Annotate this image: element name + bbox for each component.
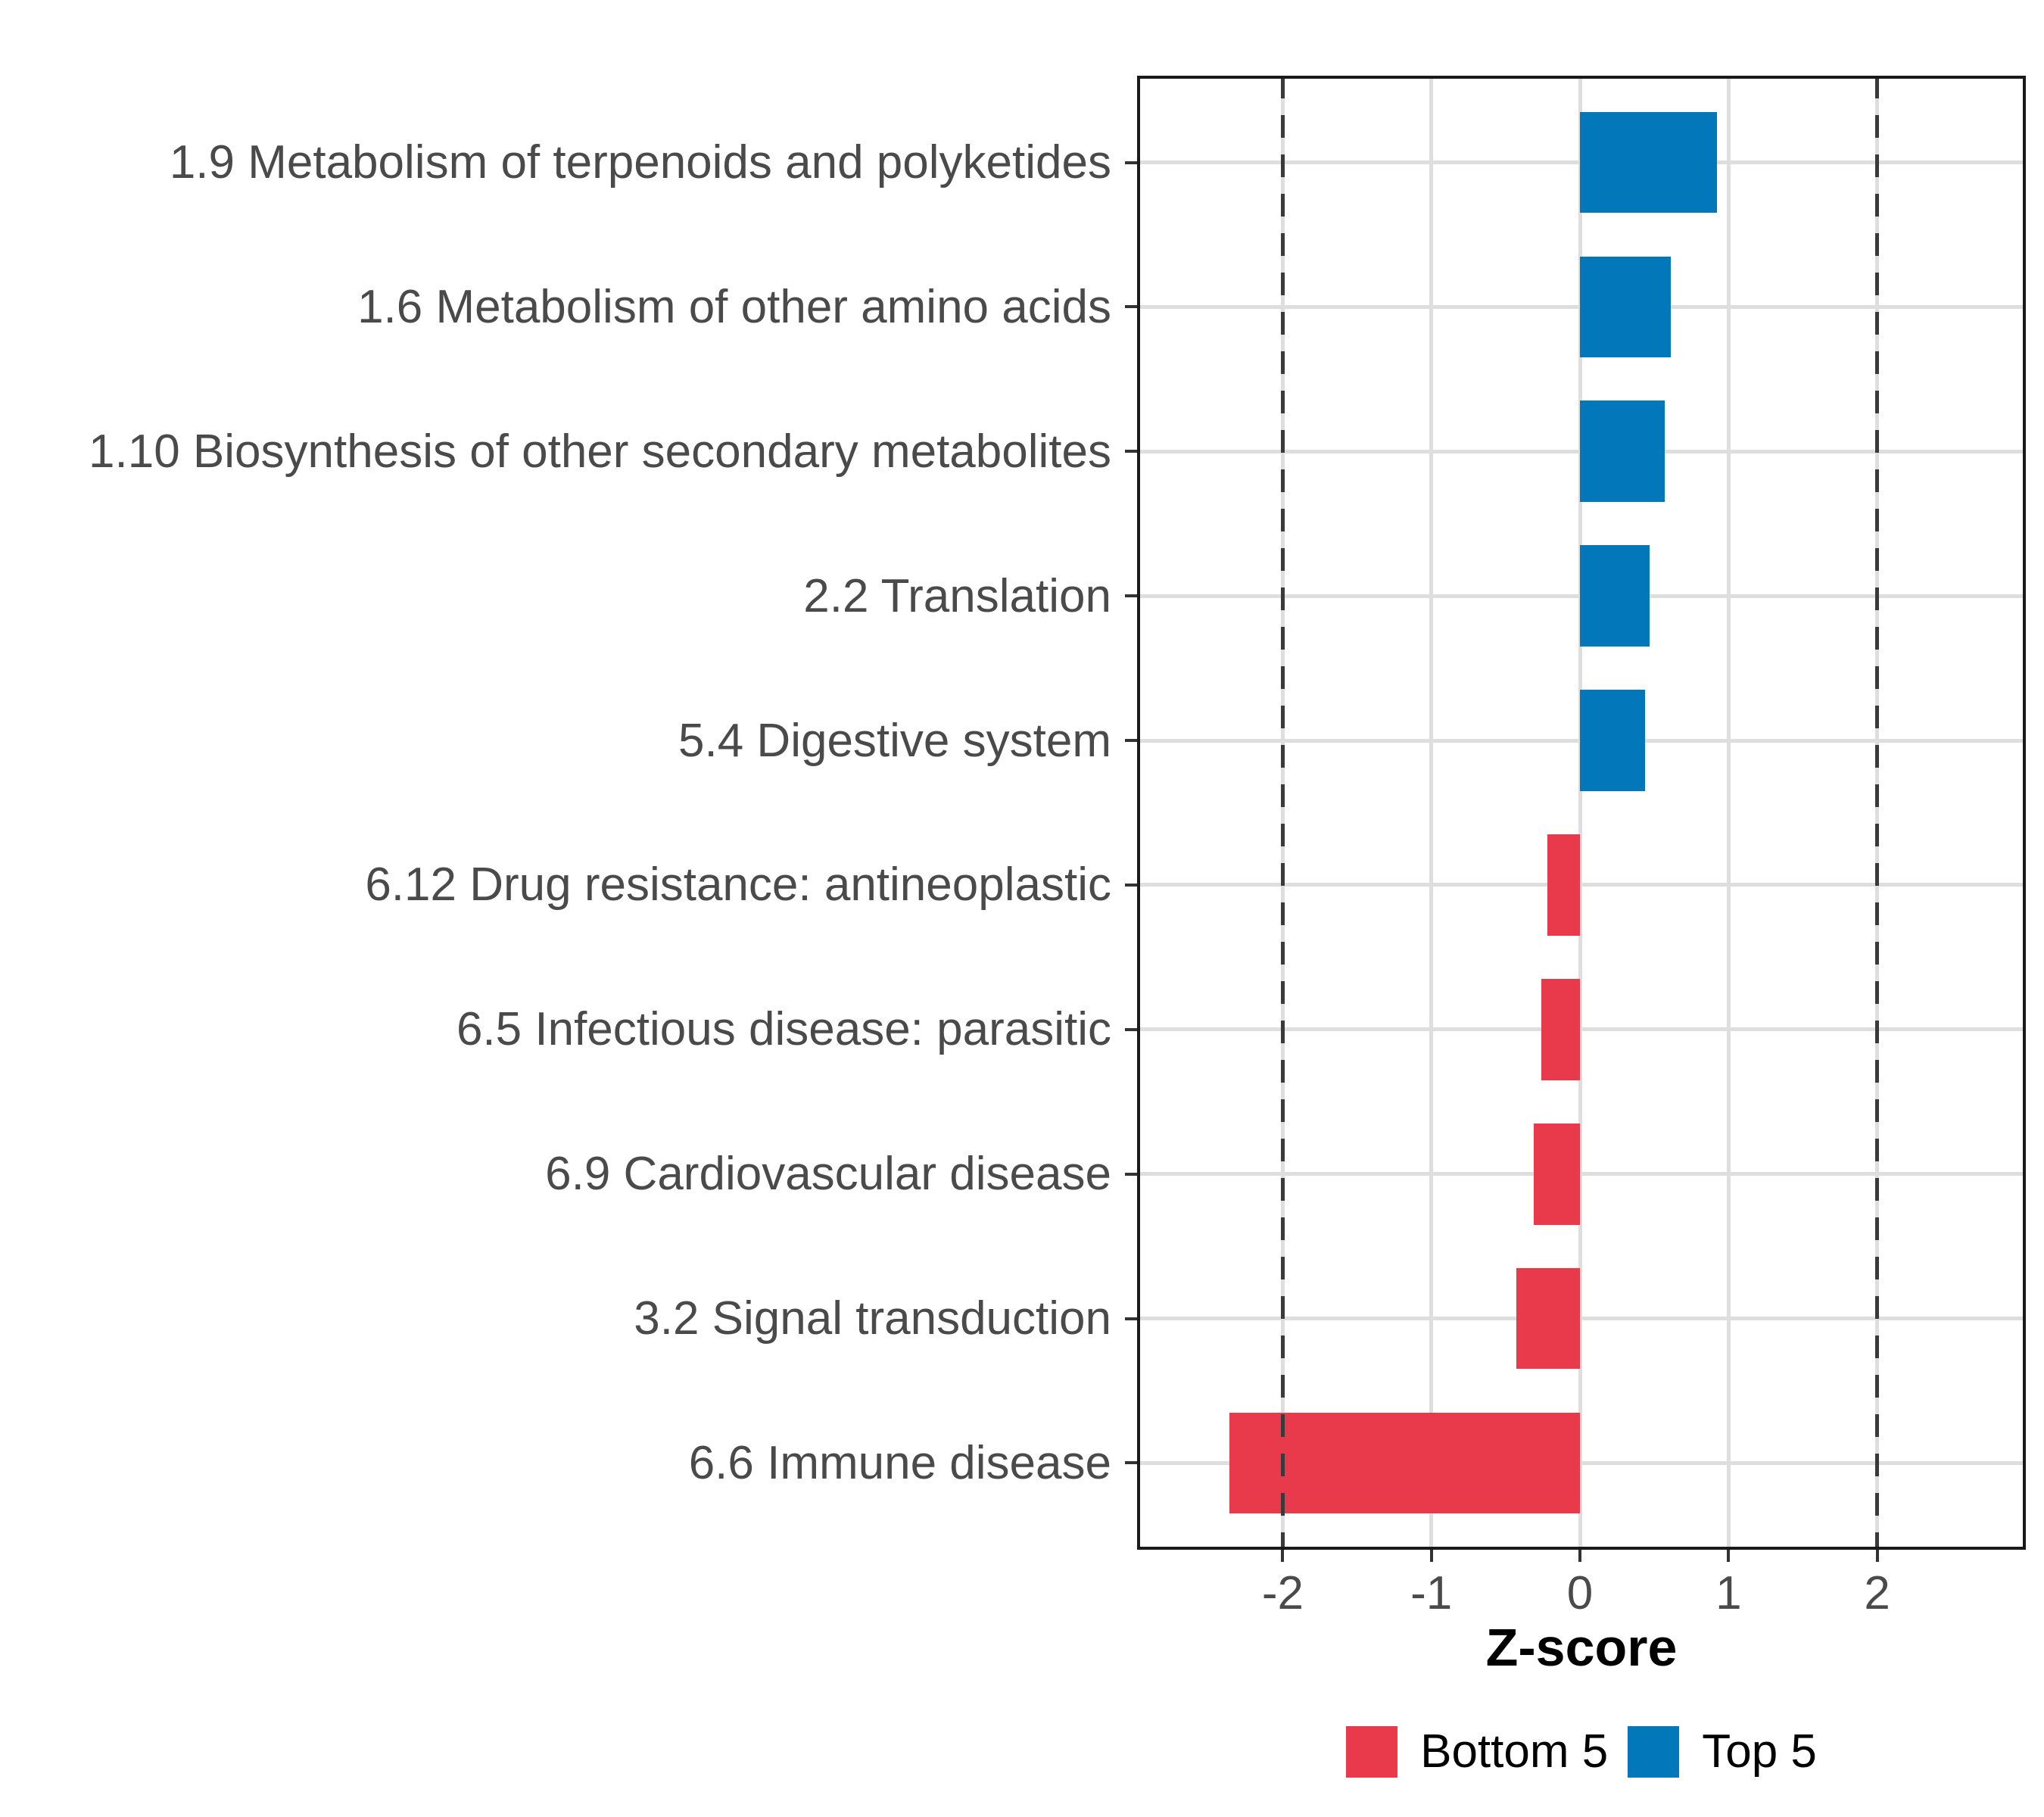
x-tick-mark: [1281, 1550, 1285, 1562]
gridline-vertical: [1726, 76, 1731, 1550]
x-tick-label: 1: [1715, 1567, 1742, 1619]
legend-item-bottom5: Bottom 5: [1346, 1725, 1608, 1778]
x-tick-mark: [1578, 1550, 1582, 1562]
y-axis-label: 1.10 Biosynthesis of other secondary met…: [89, 425, 1111, 478]
y-axis-label: 6.9 Cardiovascular disease: [545, 1148, 1111, 1201]
bar-top5: [1580, 256, 1671, 358]
y-tick-mark: [1125, 883, 1137, 887]
y-axis-label: 6.5 Infectious disease: parasitic: [456, 1003, 1111, 1056]
bar-top5: [1580, 690, 1646, 791]
x-tick-mark: [1875, 1550, 1879, 1562]
x-tick-mark: [1727, 1550, 1731, 1562]
y-tick-mark: [1125, 305, 1137, 309]
y-tick-mark: [1125, 1027, 1137, 1031]
y-axis-label: 3.2 Signal transduction: [634, 1292, 1111, 1345]
bottom5-swatch-icon: [1346, 1725, 1398, 1778]
bar-bottom5: [1541, 979, 1581, 1080]
reference-line-dashed: [1875, 76, 1880, 1550]
legend: Bottom 5 Top 5: [1137, 1725, 2026, 1778]
y-tick-mark: [1125, 161, 1137, 164]
x-axis-title: Z-score: [1485, 1618, 1678, 1677]
reference-line-dashed: [1280, 76, 1285, 1550]
y-tick-mark: [1125, 1461, 1137, 1465]
y-axis-label: 6.6 Immune disease: [688, 1436, 1111, 1489]
gridline-vertical: [1429, 76, 1434, 1550]
bar-top5: [1580, 545, 1650, 647]
x-tick-label: 2: [1864, 1567, 1890, 1619]
x-tick-mark: [1429, 1550, 1433, 1562]
y-tick-mark: [1125, 1317, 1137, 1320]
y-tick-mark: [1125, 594, 1137, 598]
y-axis-label: 6.12 Drug resistance: antineoplastic: [365, 859, 1111, 912]
x-tick-label: -1: [1410, 1567, 1453, 1619]
legend-label-top5: Top 5: [1702, 1725, 1817, 1778]
y-tick-mark: [1125, 450, 1137, 453]
x-tick-label: 0: [1566, 1567, 1594, 1619]
x-tick-label: -2: [1261, 1567, 1304, 1619]
bar-bottom5: [1534, 1123, 1581, 1225]
bar-bottom5: [1229, 1412, 1581, 1514]
y-axis-label: 1.6 Metabolism of other amino acids: [357, 280, 1111, 333]
top5-swatch-icon: [1628, 1725, 1680, 1778]
y-axis-label: 2.2 Translation: [803, 569, 1111, 622]
bar-top5: [1580, 400, 1665, 503]
bar-bottom5: [1516, 1267, 1581, 1370]
y-axis-label: 1.9 Metabolism of terpenoids and polyket…: [169, 136, 1111, 189]
gridline-vertical: [1578, 76, 1582, 1550]
y-axis-label: 5.4 Digestive system: [678, 714, 1111, 767]
y-tick-mark: [1125, 1172, 1137, 1176]
legend-item-top5: Top 5: [1628, 1725, 1817, 1778]
legend-label-bottom5: Bottom 5: [1420, 1725, 1609, 1778]
bar-top5: [1580, 111, 1717, 213]
bar-bottom5: [1547, 834, 1581, 936]
y-tick-mark: [1125, 739, 1137, 743]
